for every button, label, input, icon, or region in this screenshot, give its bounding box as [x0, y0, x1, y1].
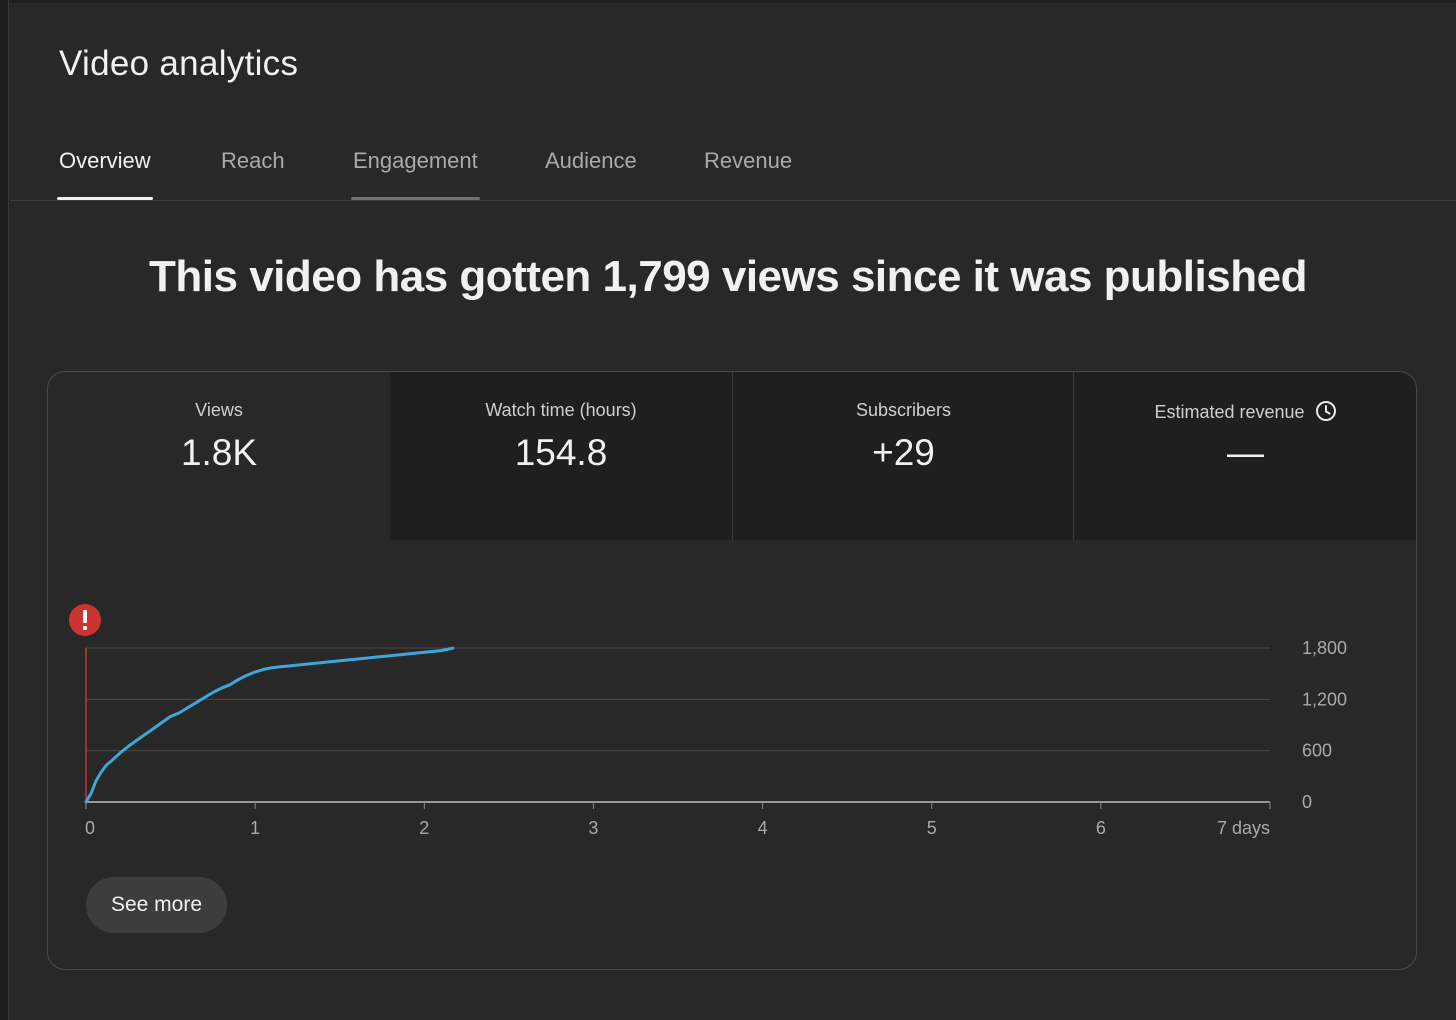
left-edge	[0, 0, 9, 1020]
tab-audience[interactable]: Audience	[545, 130, 637, 200]
chart-gridlines	[86, 647, 1270, 803]
metric-revenue-label: Estimated revenue	[1154, 402, 1305, 422]
y-tick-label: 1,800	[1302, 638, 1347, 658]
top-edge	[0, 0, 1456, 3]
chart-y-ticks: 1,800 1,200 600 0	[1302, 638, 1347, 812]
y-tick-label: 1,200	[1302, 689, 1347, 709]
metric-watch-time-label: Watch time (hours)	[485, 400, 637, 420]
tab-revenue[interactable]: Revenue	[704, 130, 792, 200]
tab-engagement[interactable]: Engagement	[351, 130, 480, 200]
tab-bar: Overview Reach Engagement Audience Reven…	[10, 130, 1456, 201]
see-more-button[interactable]: See more	[86, 877, 227, 933]
tab-reach-label: Reach	[221, 148, 285, 173]
tab-active-indicator	[57, 197, 153, 200]
tab-engagement-label: Engagement	[353, 148, 478, 173]
metric-tab-watch-time[interactable]: Watch time (hours) 154.8	[390, 372, 732, 540]
metric-tab-views[interactable]: Views 1.8K	[48, 372, 390, 540]
metric-subscribers-value: +29	[872, 432, 935, 473]
tab-revenue-label: Revenue	[704, 148, 793, 173]
tab-overview-label: Overview	[59, 148, 151, 173]
tab-hover-indicator	[351, 197, 480, 200]
metric-views-value: 1.8K	[180, 432, 258, 473]
metric-subscribers-label: Subscribers	[855, 400, 952, 420]
chart-x-ticks: 0 1 2 3 4 5 6 7 days	[85, 802, 1271, 838]
x-tick-label: 1	[250, 818, 260, 838]
views-chart: 0 1 2 3 4 5 6 7 days 1,800 1,200 600 0	[69, 604, 1347, 838]
x-tick-label: 7 days	[1217, 818, 1270, 838]
tab-overview[interactable]: Overview	[57, 130, 153, 200]
x-tick-label: 0	[85, 818, 95, 838]
page-title: Video analytics	[59, 44, 299, 83]
x-tick-label: 6	[1096, 818, 1106, 838]
metric-watch-time-value: 154.8	[514, 432, 608, 473]
x-tick-label: 3	[588, 818, 598, 838]
tab-audience-label: Audience	[545, 148, 637, 173]
metric-tab-subscribers[interactable]: Subscribers +29	[732, 372, 1074, 540]
x-tick-label: 5	[927, 818, 937, 838]
clock-icon[interactable]	[1315, 400, 1337, 422]
overview-card: Views 1.8K Watch time (hours) 154.8 Subs…	[47, 371, 1417, 970]
y-tick-label: 600	[1302, 741, 1332, 761]
views-headline: This video has gotten 1,799 views since …	[149, 252, 1307, 301]
y-tick-label: 0	[1302, 792, 1312, 812]
views-series-line	[84, 646, 455, 804]
metric-revenue-label-row: Estimated revenue	[1074, 400, 1416, 423]
tab-reach[interactable]: Reach	[221, 130, 285, 200]
metric-views-label: Views	[195, 400, 243, 420]
metric-revenue-value: —	[1227, 432, 1264, 473]
x-tick-label: 4	[758, 818, 768, 838]
metric-tab-estimated-revenue[interactable]: Estimated revenue —	[1073, 372, 1416, 540]
x-tick-label: 2	[419, 818, 429, 838]
alert-icon[interactable]	[69, 604, 101, 636]
